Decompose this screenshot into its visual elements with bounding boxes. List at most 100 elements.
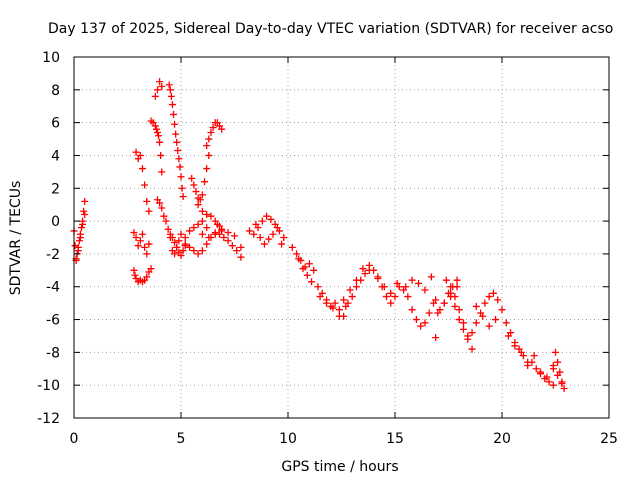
data-point: [157, 151, 165, 159]
data-point: [374, 273, 382, 281]
y-tick-label: -8: [46, 345, 60, 361]
data-point: [417, 322, 425, 330]
data-point: [260, 240, 268, 248]
data-point: [361, 270, 369, 278]
data-point: [207, 212, 215, 220]
data-point: [459, 319, 467, 327]
data-point: [447, 283, 455, 291]
data-point: [156, 78, 164, 86]
data-point: [288, 243, 296, 251]
data-point: [179, 192, 187, 200]
data-point: [176, 163, 184, 171]
x-tick-label: 20: [493, 431, 511, 447]
data-point: [432, 334, 440, 342]
data-point: [143, 197, 151, 205]
data-point: [442, 276, 450, 284]
y-tick-label: 4: [51, 148, 60, 164]
data-point: [459, 325, 467, 333]
data-point: [172, 130, 180, 138]
data-point: [560, 384, 568, 392]
data-point: [218, 227, 226, 235]
data-point: [481, 299, 489, 307]
data-point: [250, 230, 258, 238]
data-point: [502, 319, 510, 327]
data-point: [455, 306, 463, 314]
data-point: [310, 266, 318, 274]
data-point: [387, 299, 395, 307]
data-point: [141, 181, 149, 189]
data-point: [220, 234, 228, 241]
data-point: [352, 276, 360, 284]
x-axis-label: GPS time / hours: [281, 459, 398, 475]
data-point: [404, 293, 412, 301]
data-point: [224, 237, 232, 245]
data-point: [554, 371, 562, 379]
data-point: [134, 242, 142, 250]
data-point: [143, 273, 151, 281]
data-point: [168, 101, 176, 109]
data-point: [393, 279, 401, 287]
data-point: [331, 299, 339, 307]
data-point: [453, 283, 461, 291]
data-point: [278, 240, 286, 248]
y-tick-label: -4: [46, 280, 60, 296]
data-point: [299, 265, 307, 273]
data-point: [258, 217, 266, 225]
data-point: [370, 266, 378, 274]
data-point: [530, 352, 538, 360]
data-point: [359, 265, 367, 273]
data-point: [198, 207, 206, 215]
data-point: [165, 81, 173, 89]
data-point: [147, 265, 155, 273]
data-point: [528, 358, 536, 366]
data-point: [387, 289, 395, 297]
data-point: [293, 250, 301, 258]
data-point: [143, 250, 151, 258]
data-point: [152, 125, 160, 133]
data-point: [173, 243, 181, 251]
chart-title: Day 137 of 2025, Sidereal Day-to-day VTE…: [48, 21, 613, 37]
data-point: [273, 224, 281, 232]
data-point: [472, 319, 480, 327]
data-point: [228, 242, 236, 250]
data-point: [136, 151, 144, 159]
data-point: [524, 361, 532, 369]
grid-lines: [74, 57, 609, 418]
y-tick-label: 2: [51, 181, 60, 197]
data-point: [408, 276, 416, 284]
data-point: [74, 247, 82, 255]
data-point: [498, 306, 506, 314]
data-points: [70, 78, 568, 392]
data-point: [138, 230, 146, 238]
data-point: [504, 332, 512, 340]
data-point: [545, 378, 553, 386]
data-point: [171, 238, 179, 246]
data-point: [295, 255, 303, 263]
data-point: [224, 229, 232, 237]
data-point: [314, 283, 322, 291]
data-point: [265, 235, 273, 243]
data-point: [141, 243, 149, 251]
data-point: [267, 215, 275, 223]
data-point: [549, 381, 557, 389]
data-point: [151, 92, 159, 100]
data-point: [194, 220, 202, 228]
data-point: [76, 234, 84, 241]
data-point: [237, 253, 245, 261]
data-point: [190, 181, 198, 189]
data-point: [380, 283, 388, 291]
data-point: [492, 316, 500, 324]
data-point: [269, 230, 277, 238]
y-axis-label: SDTVAR / TECUs: [8, 181, 24, 296]
data-point: [485, 293, 493, 301]
data-point: [209, 124, 217, 132]
data-point: [194, 250, 202, 258]
data-point: [201, 178, 209, 186]
data-point: [170, 110, 178, 118]
data-point: [203, 240, 211, 248]
x-tick-label: 0: [70, 431, 79, 447]
data-point: [218, 125, 226, 133]
data-point: [305, 260, 313, 268]
data-point: [153, 86, 161, 94]
data-point: [323, 299, 331, 307]
